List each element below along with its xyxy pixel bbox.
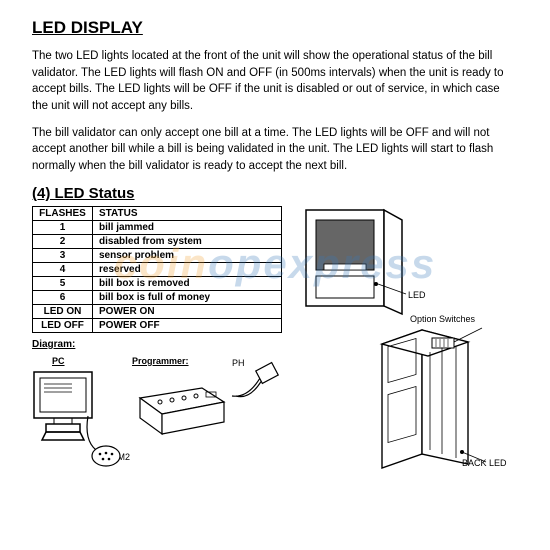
diagram-label: Diagram: [32, 339, 292, 350]
cable-ph-icon [228, 360, 288, 408]
diagram-right: LED Option Switches BACK LED [302, 206, 518, 504]
option-switches-label: Option Switches [410, 314, 475, 324]
th-status: STATUS [93, 206, 282, 220]
table-row: 4reserved [33, 262, 282, 276]
table-row: 5bill box is removed [33, 276, 282, 290]
cable-com2-icon [82, 410, 152, 470]
back-led-label: BACK LED [462, 458, 507, 468]
table-row: 6bill box is full of money [33, 290, 282, 304]
page-title: LED DISPLAY [32, 18, 518, 38]
back-unit-icon [362, 324, 492, 474]
subtitle-led-status: (4) LED Status [32, 185, 518, 202]
table-header-row: FLASHES STATUS [33, 206, 282, 220]
table-row: 2disabled from system [33, 234, 282, 248]
programmer-label: Programmer: [132, 356, 189, 366]
table-row: LED OFFPOWER OFF [33, 318, 282, 332]
paragraph-2: The bill validator can only accept one b… [32, 125, 518, 175]
th-flashes: FLASHES [33, 206, 93, 220]
led-callout-label: LED [408, 290, 426, 300]
led-status-table: FLASHES STATUS 1bill jammed 2disabled fr… [32, 206, 282, 333]
diagram-left: PC Programmer: PH COM2 [32, 354, 292, 504]
front-unit-icon [302, 206, 412, 316]
table-row: 1bill jammed [33, 220, 282, 234]
pc-label: PC [52, 356, 65, 366]
table-row: LED ONPOWER ON [33, 304, 282, 318]
table-row: 3sensor problem [33, 248, 282, 262]
paragraph-1: The two LED lights located at the front … [32, 48, 518, 115]
